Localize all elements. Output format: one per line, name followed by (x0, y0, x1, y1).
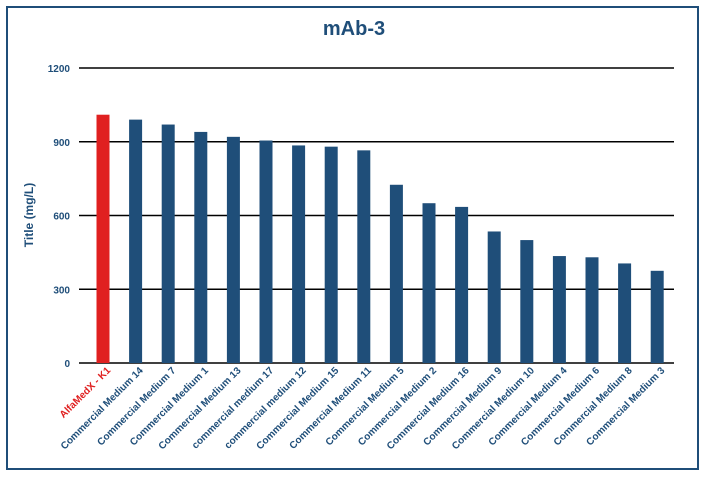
bar (194, 131, 208, 363)
bar (618, 263, 632, 363)
bar (650, 270, 664, 363)
bar (96, 114, 110, 363)
chart-frame (6, 6, 699, 470)
bar (324, 146, 338, 363)
bar (259, 140, 273, 363)
y-tick-label: 600 (53, 212, 70, 223)
y-tick-label: 300 (53, 285, 70, 296)
y-tick-label: 900 (53, 138, 70, 149)
bar (129, 119, 143, 363)
bar (161, 124, 175, 364)
bar (520, 240, 534, 363)
y-tick-label: 1200 (48, 64, 71, 75)
y-axis-label: Title (mg/L) (22, 183, 36, 247)
bar (552, 256, 566, 363)
bar (585, 257, 599, 363)
bar (487, 231, 501, 363)
bar (389, 184, 403, 363)
y-tick-label: 0 (64, 359, 70, 370)
bar (226, 136, 240, 363)
bar (422, 203, 436, 363)
bar (455, 206, 469, 363)
chart-title: mAb-3 (322, 18, 386, 40)
bar (292, 145, 306, 363)
bar (357, 150, 371, 363)
